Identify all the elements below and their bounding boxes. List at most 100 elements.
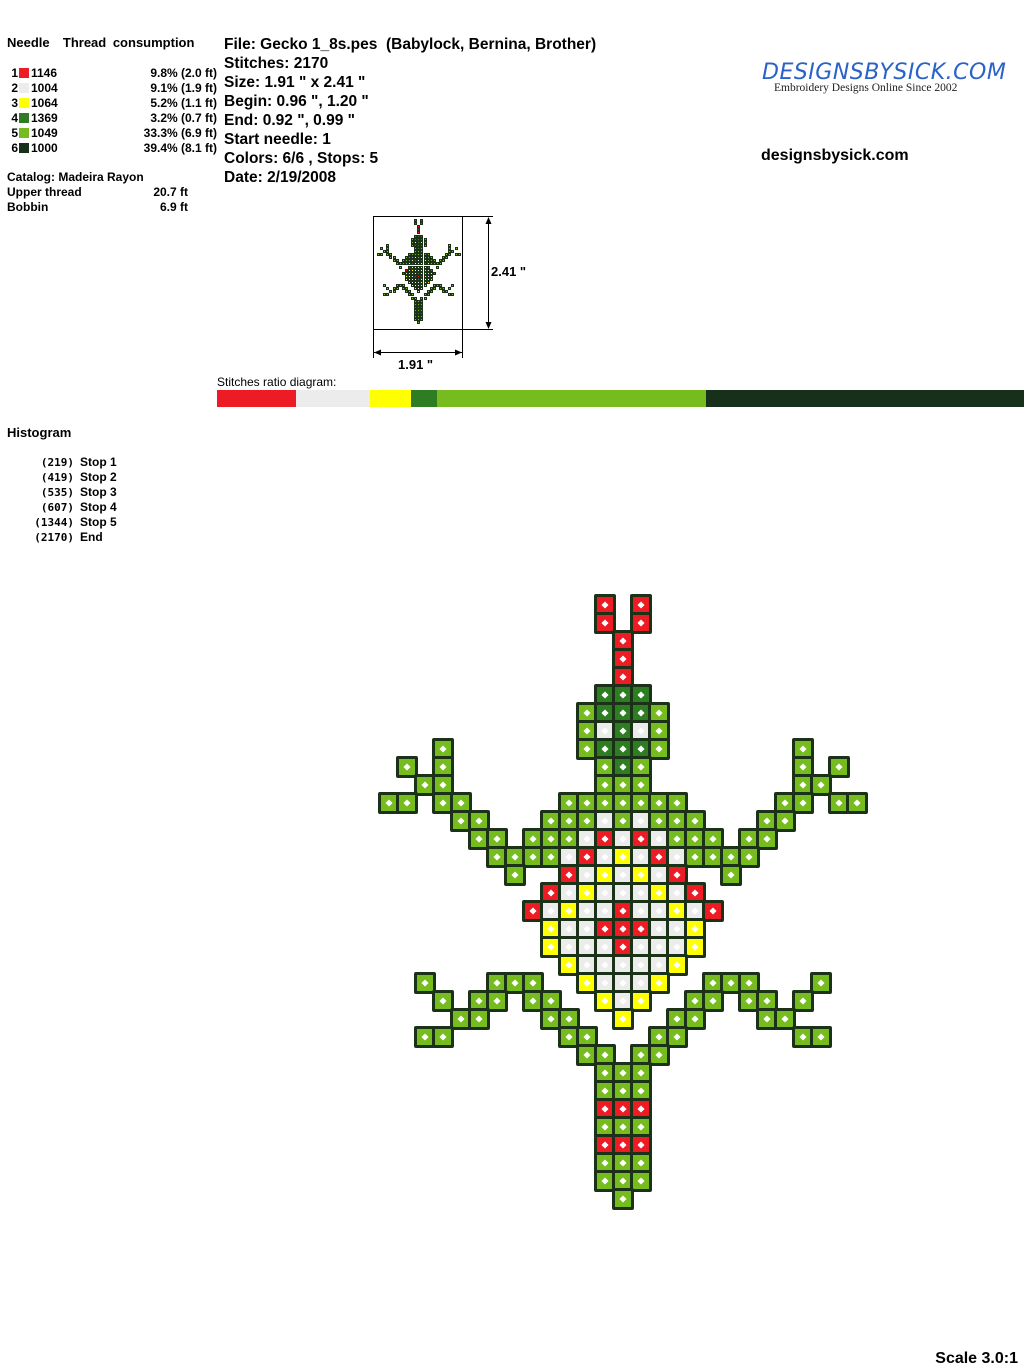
- stitch-cell: [439, 287, 443, 291]
- stitch-cell: [383, 284, 387, 288]
- stitch-cell: [423, 268, 427, 272]
- stitch-cell: [404, 290, 408, 294]
- histogram-list: (219) Stop 1 (419) Stop 2 (535) Stop 3 (607) St…: [28, 455, 117, 545]
- stitch-cell: [423, 281, 427, 285]
- stitch-cell: [423, 271, 427, 275]
- stitch-cell: [414, 281, 418, 285]
- stitch-cell: [426, 281, 430, 285]
- stitch-cell: [386, 293, 390, 297]
- stitch-cell: [420, 308, 424, 312]
- stitch-cell: [414, 268, 418, 272]
- stitch-cell: [411, 284, 415, 288]
- stitch-cell: [396, 792, 418, 814]
- stitch-cell: [420, 222, 424, 226]
- consumption-header: Thread consumption: [62, 35, 195, 50]
- stitch-cell: [442, 259, 446, 263]
- thread-code: 1146: [31, 65, 58, 80]
- stitch-cell: [684, 936, 706, 958]
- stitch-cell: [504, 864, 526, 886]
- thread-consumption: 3.2% (0.7 ft): [150, 110, 217, 125]
- stop-label: Stop 1: [80, 455, 117, 469]
- stitch-cell: [404, 262, 408, 266]
- website-link[interactable]: designsbysick.com: [761, 147, 909, 164]
- stitch-cell: [404, 259, 408, 263]
- stitch-cell: [414, 259, 418, 263]
- stitch-cell: [408, 262, 412, 266]
- thread-code: 1004: [31, 80, 58, 95]
- needle-number: 5: [11, 125, 18, 140]
- file-name: File: Gecko 1_8s.pes (Babylock, Bernina,…: [224, 36, 597, 53]
- stitch-cell: [423, 262, 427, 266]
- colors-stops: Colors: 6/6 , Stops: 5: [224, 150, 379, 167]
- stitch-cell: [414, 253, 418, 257]
- thread-code: 1369: [31, 110, 58, 125]
- upper-thread-label: Upper thread: [7, 185, 82, 199]
- needle-number: 1: [11, 65, 18, 80]
- stitch-cell: [426, 290, 430, 294]
- stitch-cell: [756, 828, 778, 850]
- stitch-cell: [420, 246, 424, 250]
- ratio-segment: [437, 390, 706, 407]
- stitch-cell: [426, 265, 430, 269]
- needle-number: 6: [11, 140, 18, 155]
- stitch-cell: [684, 1008, 706, 1030]
- stitch-cell: [404, 287, 408, 291]
- width-dimension-label: 1.91 ": [398, 357, 434, 372]
- stitch-cell: [648, 738, 670, 760]
- stitch-cell: [408, 281, 412, 285]
- scale-label: Scale 3.0:1: [935, 1350, 1018, 1367]
- stitch-cell: [420, 243, 424, 247]
- stitch-cell: [392, 287, 396, 291]
- stitch-cell: [414, 243, 418, 247]
- catalog-info: Catalog: Madeira Rayon Upper thread 20.7 …: [7, 170, 188, 215]
- stitch-cell: [414, 265, 418, 269]
- begin-position: Begin: 0.96 ", 1.20 ": [224, 93, 369, 110]
- stitch-cell: [414, 296, 418, 300]
- stitch-cell: [423, 243, 427, 247]
- logo-text: DESIGNSBYSICK.COM: [762, 60, 1007, 85]
- stitch-cell: [377, 253, 381, 257]
- stitch-cell: [454, 246, 458, 250]
- histogram-row: (419) Stop 2: [28, 470, 117, 485]
- stitch-cell: [423, 277, 427, 281]
- stop-stitch-count: (607): [40, 501, 74, 514]
- stitch-cell: [417, 308, 421, 312]
- stitch-cell: [386, 253, 390, 257]
- stitch-cell: [417, 259, 421, 263]
- stitch-cell: [417, 277, 421, 281]
- stitch-cell: [417, 243, 421, 247]
- stitch-cell: [420, 240, 424, 244]
- stitch-cell: [420, 287, 424, 291]
- start-needle: Start needle: 1: [224, 131, 331, 148]
- stop-label: Stop 4: [80, 500, 117, 514]
- stitch-cell: [414, 312, 418, 316]
- stitch-cell: [414, 219, 418, 223]
- stitch-cell: [411, 253, 415, 257]
- stitch-cell: [435, 284, 439, 288]
- stitch-cell: [401, 271, 405, 275]
- stitch-cell: [432, 262, 436, 266]
- stitch-cell: [420, 312, 424, 316]
- design-thumbnail: [373, 216, 463, 330]
- stitch-cell: [420, 271, 424, 275]
- stitch-cell: [411, 274, 415, 278]
- stitch-cell: [408, 253, 412, 257]
- stitch-cell: [792, 990, 814, 1012]
- histogram-row: (607) Stop 4: [28, 500, 117, 515]
- stitch-cell: [380, 246, 384, 250]
- ratio-segment: [296, 390, 370, 407]
- stitch-cell: [417, 312, 421, 316]
- stitch-cell: [442, 287, 446, 291]
- stitch-cell: [408, 274, 412, 278]
- ratio-segment: [369, 390, 412, 407]
- stitch-cell: [398, 284, 402, 288]
- stitch-cell: [429, 259, 433, 263]
- stitch-cell: [445, 256, 449, 260]
- stitch-cell: [411, 281, 415, 285]
- stitch-cell: [486, 990, 508, 1012]
- stop-label: End: [80, 530, 103, 544]
- stitch-cell: [448, 243, 452, 247]
- stitch-cell: [423, 256, 427, 260]
- stitch-cell: [432, 990, 454, 1012]
- stitch-cell: [408, 259, 412, 263]
